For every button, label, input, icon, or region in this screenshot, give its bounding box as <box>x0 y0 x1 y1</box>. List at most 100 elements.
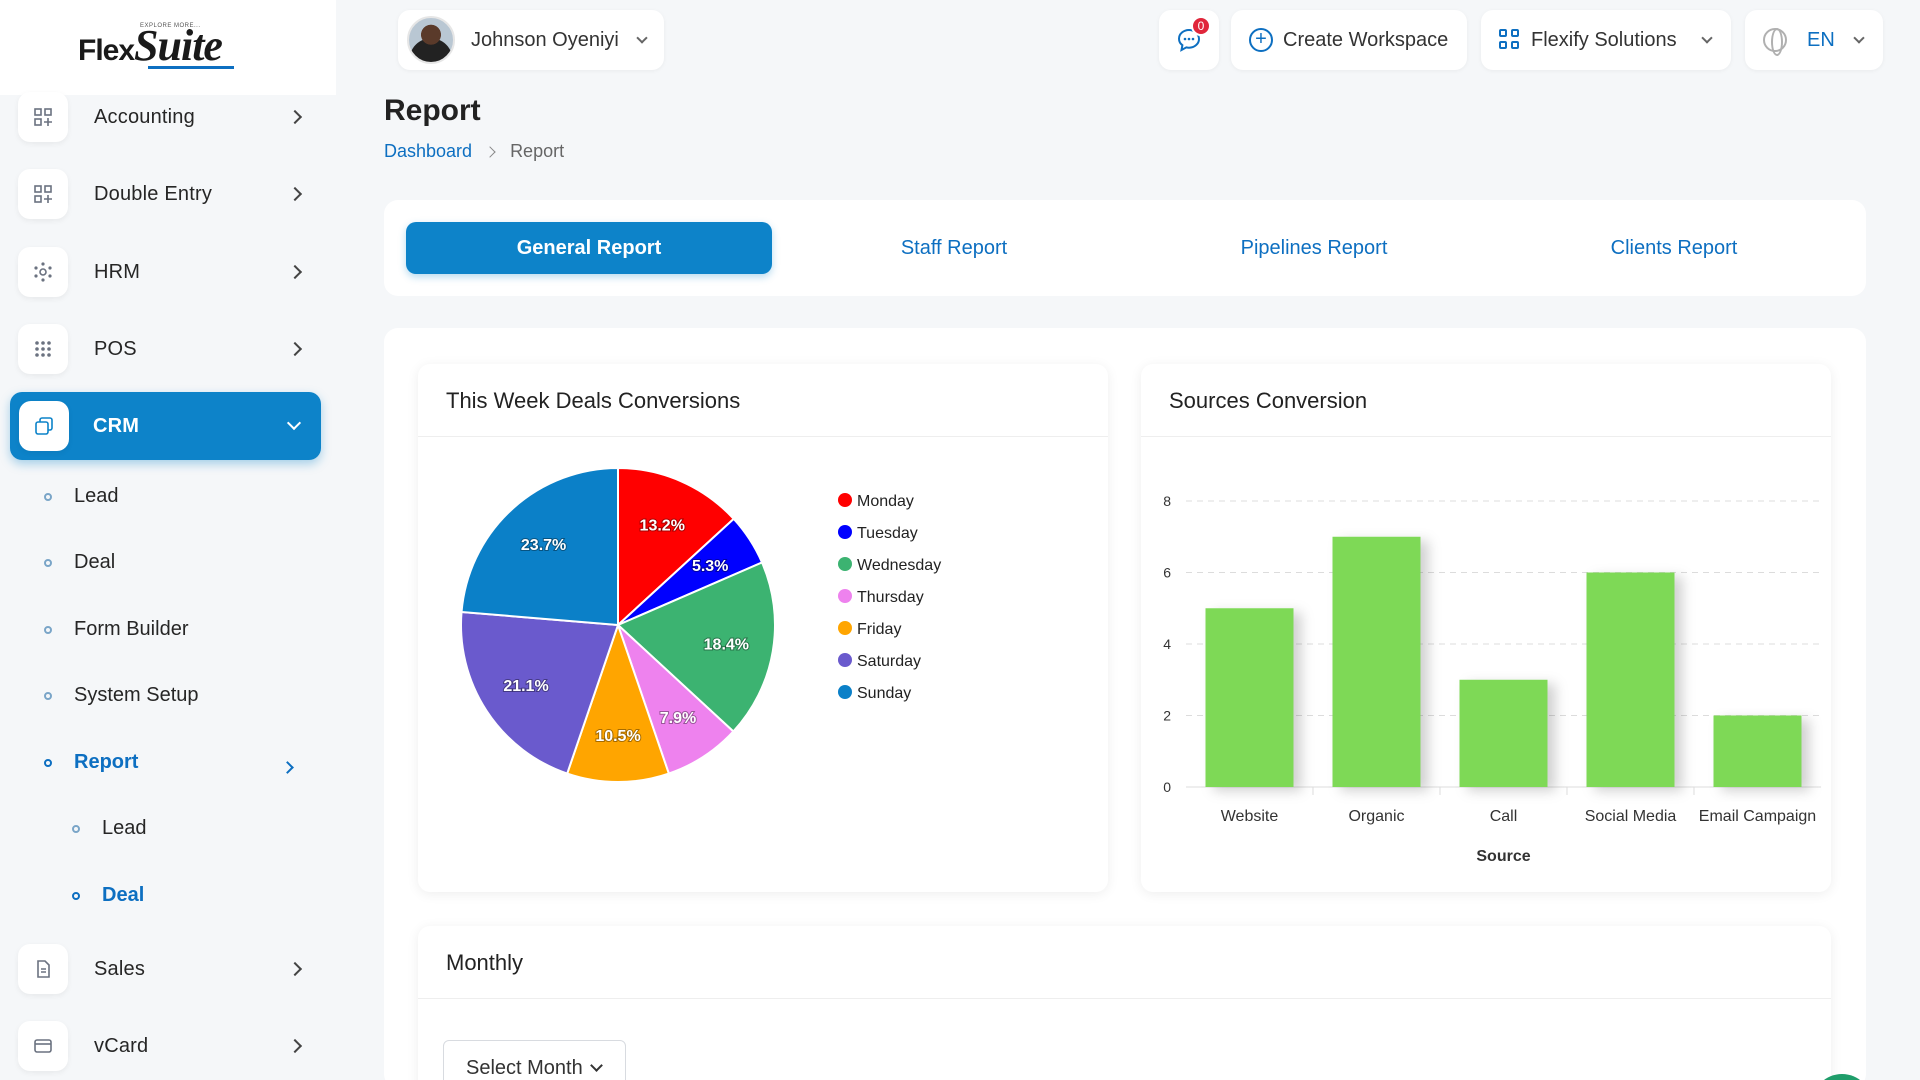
sidebar-item-label: Accounting <box>94 105 195 128</box>
apps-icon <box>18 92 68 142</box>
tab-general-report[interactable]: General Report <box>406 222 772 274</box>
sidebar-subsubitem-lead[interactable]: Lead <box>72 817 147 840</box>
bar-organic[interactable] <box>1332 536 1421 787</box>
pie-data-label: 7.9% <box>660 710 696 727</box>
breadcrumb-dashboard[interactable]: Dashboard <box>384 141 473 161</box>
sidebar-subitem-form-builder[interactable]: Form Builder <box>44 618 188 641</box>
report-tabs: General Report Staff Report Pipelines Re… <box>384 200 1866 296</box>
sidebar-item-vcard[interactable]: vCard <box>18 1017 318 1075</box>
legend-label[interactable]: Wednesday <box>857 557 941 574</box>
chevron-right-icon <box>287 186 303 202</box>
x-tick-label: Organic <box>1348 808 1404 825</box>
chat-icon <box>1177 28 1201 52</box>
chevron-right-icon <box>287 341 303 357</box>
pie-data-label: 23.7% <box>521 537 566 554</box>
month-select[interactable]: Select Month <box>443 1040 626 1080</box>
y-tick-label: 2 <box>1163 708 1171 724</box>
legend-swatch <box>838 525 852 539</box>
copy-icon <box>19 401 69 451</box>
x-tick-label: Social Media <box>1585 808 1677 825</box>
pie-slice-saturday[interactable] <box>460 610 620 775</box>
pie-data-label: 13.2% <box>640 517 685 534</box>
bullet-icon <box>44 558 52 567</box>
x-axis-title: Source <box>1476 848 1530 865</box>
pie-slice-monday[interactable] <box>617 466 736 628</box>
sidebar-subitem-label: Report <box>74 751 139 773</box>
sidebar-subitem-deal[interactable]: Deal <box>44 551 115 574</box>
pie-data-label: 5.3% <box>692 558 728 575</box>
tab-staff-report[interactable]: Staff Report <box>900 236 1008 259</box>
sidebar: EXPLORE MORE... FlexSuite Accounting Dou… <box>0 0 336 1080</box>
sidebar-item-hrm[interactable]: HRM <box>18 243 318 301</box>
legend-label[interactable]: Sunday <box>857 685 911 702</box>
y-tick-label: 6 <box>1163 565 1171 581</box>
create-workspace-button[interactable]: + Create Workspace <box>1231 10 1467 70</box>
month-select-value: Select Month <box>466 1056 583 1079</box>
apps-icon <box>18 169 68 219</box>
panel-title: This Week Deals Conversions <box>446 388 741 413</box>
sidebar-item-accounting[interactable]: Accounting <box>18 88 318 146</box>
legend-swatch <box>838 493 852 507</box>
document-icon <box>18 944 68 994</box>
pie-slice-wednesday[interactable] <box>616 561 776 733</box>
globe-icon <box>1763 28 1787 56</box>
pie-slice-sunday[interactable] <box>460 466 619 627</box>
panel-title: Monthly <box>446 950 524 975</box>
sources-conversion-panel: Sources Conversion 0 2 4 6 8 Website Organic Ca… <box>1141 364 1831 892</box>
sidebar-item-label: Double Entry <box>94 182 213 205</box>
workspace-selector[interactable]: Flexify Solutions <box>1481 10 1731 70</box>
legend-label[interactable]: Tuesday <box>857 525 918 542</box>
pie-data-label: 21.1% <box>503 678 548 695</box>
divider <box>418 436 1108 437</box>
workspace-grid-icon <box>1499 29 1521 51</box>
messages-button[interactable]: 0 <box>1159 10 1219 70</box>
sidebar-item-double-entry[interactable]: Double Entry <box>18 165 318 223</box>
bullet-icon <box>44 492 52 501</box>
page-title: Report <box>384 94 481 127</box>
sidebar-subitem-report[interactable]: Report <box>44 751 138 774</box>
bar-social-media[interactable] <box>1586 572 1675 788</box>
bar-call[interactable] <box>1459 679 1548 787</box>
pie-data-label: 10.5% <box>595 728 640 745</box>
legend-label[interactable]: Thursday <box>857 589 924 606</box>
legend-label[interactable]: Monday <box>857 493 914 510</box>
pie-slice-friday[interactable] <box>565 621 671 783</box>
divider <box>1141 436 1831 437</box>
sidebar-subsubitem-deal[interactable]: Deal <box>72 884 144 907</box>
floating-action-button[interactable] <box>1812 1074 1872 1080</box>
sidebar-subitem-lead[interactable]: Lead <box>44 485 119 508</box>
tab-pipelines-report[interactable]: Pipelines Report <box>1240 236 1388 259</box>
x-tick-label: Email Campaign <box>1699 808 1816 825</box>
sidebar-subsubitem-label: Lead <box>102 817 147 839</box>
logo-flex: Flex <box>78 34 135 67</box>
sidebar-subitem-system-setup[interactable]: System Setup <box>44 684 199 707</box>
legend-swatch <box>838 589 852 603</box>
sidebar-subsubitem-label: Deal <box>102 884 145 906</box>
x-tick-label: Website <box>1221 808 1279 825</box>
sidebar-item-pos[interactable]: POS <box>18 320 318 378</box>
chevron-right-icon <box>287 961 303 977</box>
bar-email-campaign[interactable] <box>1713 715 1802 788</box>
legend-label[interactable]: Saturday <box>857 653 921 670</box>
sidebar-item-crm[interactable]: CRM <box>10 392 321 460</box>
panel-title: Sources Conversion <box>1169 388 1368 413</box>
bar-website[interactable] <box>1205 608 1294 787</box>
logo[interactable]: EXPLORE MORE... FlexSuite <box>78 14 238 72</box>
x-tick-label: Call <box>1490 808 1518 825</box>
tab-clients-report[interactable]: Clients Report <box>1610 236 1738 259</box>
chevron-down-icon <box>636 32 648 44</box>
sidebar-item-label: Sales <box>94 957 146 980</box>
legend-label[interactable]: Friday <box>857 621 901 638</box>
chevron-right-icon <box>287 264 303 280</box>
workspace-name: Flexify Solutions <box>1531 28 1677 51</box>
create-workspace-label: Create Workspace <box>1283 28 1449 51</box>
divider <box>418 998 1831 999</box>
bullet-icon <box>44 691 52 700</box>
legend-swatch <box>838 653 852 667</box>
user-menu[interactable]: Johnson Oyeniyi <box>398 10 664 70</box>
language-selector[interactable]: EN <box>1745 10 1883 70</box>
dots-grid-icon <box>18 324 68 374</box>
chevron-down-icon <box>590 1059 603 1072</box>
sidebar-item-sales[interactable]: Sales <box>18 940 318 998</box>
user-name: Johnson Oyeniyi <box>471 28 619 51</box>
